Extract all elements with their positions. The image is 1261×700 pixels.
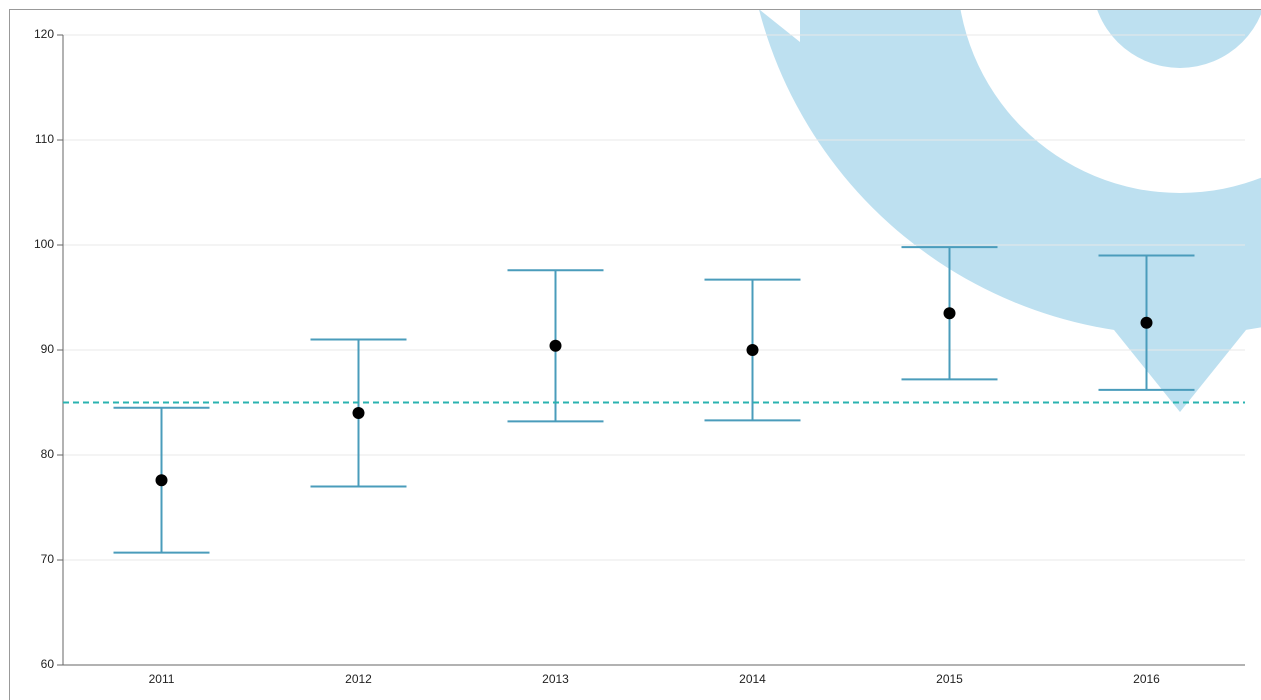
point — [943, 307, 956, 320]
x-tick-label: 2015 — [936, 672, 963, 686]
point — [1140, 316, 1153, 329]
point — [155, 474, 168, 487]
x-tick-label: 2014 — [739, 672, 766, 686]
point — [746, 344, 759, 356]
y-tick-label: 80 — [41, 447, 55, 461]
x-tick-label: 2011 — [149, 672, 175, 686]
background-logo — [759, 10, 1261, 412]
x-tick-label: 2016 — [1133, 672, 1160, 686]
x-tick-label: 2013 — [542, 672, 569, 686]
y-tick-label: 100 — [34, 237, 54, 251]
y-tick-label: 60 — [41, 657, 55, 671]
point — [549, 339, 562, 352]
frame — [9, 9, 1261, 700]
y-tick-label: 70 — [41, 552, 55, 566]
x-tick-label: 2012 — [345, 672, 372, 686]
point — [352, 407, 365, 419]
y-tick-label: 90 — [41, 342, 55, 356]
plot: 60 70 80 90 100 110 120 2011 2012 2013 2014 2015 201… — [34, 27, 1245, 686]
y-tick-label: 110 — [35, 132, 54, 146]
y-tick-label: 120 — [34, 27, 54, 41]
